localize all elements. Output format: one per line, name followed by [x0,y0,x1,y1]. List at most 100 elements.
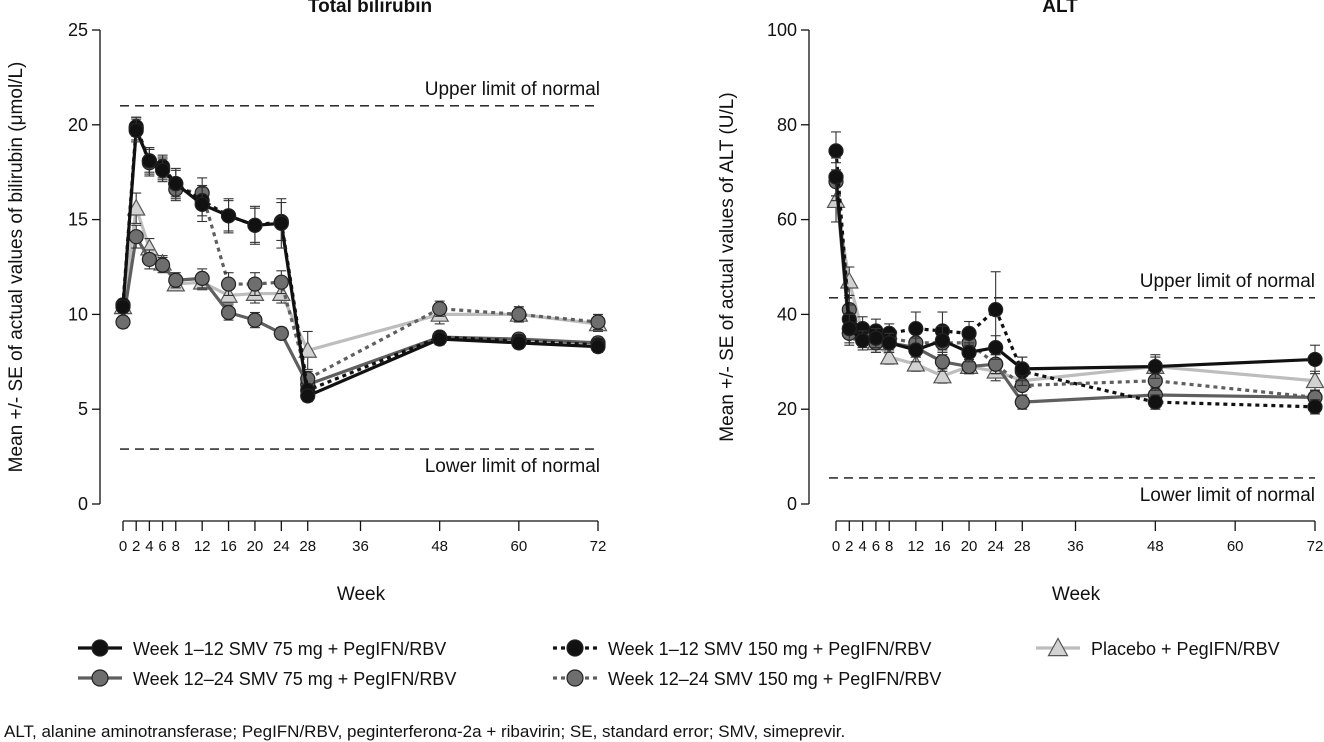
alt-point-w1224_75 [934,354,951,370]
alt-title: ALT [1042,0,1078,17]
legend-swatch-w112-75 [78,639,122,657]
bilirubin-x-tick-label: 8 [172,538,180,555]
bilirubin-point-w112_75 [154,162,171,178]
alt-x-tick-label: 4 [858,538,866,555]
alt-point-w112_75 [868,330,884,346]
legend-item-w112-150: Week 1–12 SMV 150 mg + PegIFN/RBV [553,639,931,659]
bilirubin-y-tick-label: 20 [68,115,88,135]
bilirubin-series-w1224-150 [115,116,606,387]
bilirubin-point-w1224_75 [154,257,171,273]
alt-point-w112_75 [934,332,951,349]
alt-point-placebo [1305,371,1324,389]
bilirubin-series-w112-75 [115,118,606,404]
alt-y-tick-label: 20 [777,399,797,419]
alt-x-axis-label: Week [1052,584,1101,605]
alt-y-axis-label: Mean +/- SE of actual values of ALT (U/L… [717,92,738,441]
legend-swatch-w1224-75 [78,669,122,687]
bilirubin-point-w1224_75 [128,229,144,245]
alt-point-w112_150 [1307,399,1323,415]
alt-x-tick-label: 16 [934,538,951,555]
alt-y-tick-label: 100 [767,20,797,40]
bilirubin-point-w112_75 [432,331,448,347]
alt-y-tick-label: 60 [777,210,797,230]
bilirubin-x-tick-label: 12 [194,538,211,555]
bilirubin-point-w112_75 [115,299,131,315]
bilirubin-x-tick-label: 16 [220,538,237,555]
bilirubin-x-tick-label: 4 [145,538,153,555]
bilirubin-point-w1224_150 [220,276,237,292]
bilirubin-point-w112_75 [220,208,237,224]
legend-swatch-w112-150 [553,639,597,657]
alt-lower-limit-label: Lower limit of normal [1140,485,1315,506]
legend-label-w1224-75: Week 12–24 SMV 75 mg + PegIFN/RBV [133,669,456,689]
alt-point-w112_150 [988,302,1004,318]
bilirubin-upper-limit-label: Upper limit of normal [425,79,600,100]
bilirubin-panel: Total bilirubin Mean +/- SE of actual va… [6,0,608,605]
legend-marker [91,639,109,657]
legend: Week 1–12 SMV 75 mg + PegIFN/RBV Week 1–… [78,637,1280,689]
alt-upper-limit-label: Upper limit of normal [1140,271,1315,292]
bilirubin-line-w112_75 [121,128,599,398]
bilirubin-y-axis-label: Mean +/- SE of actual values of bilirubi… [6,62,27,473]
alt-point-w112_150 [908,321,924,337]
alt-point-placebo [906,354,926,372]
bilirubin-point-w1224_75 [115,314,131,330]
bilirubin-point-w1224_150 [247,276,263,292]
bilirubin-lower-limit-label: Lower limit of normal [425,456,600,477]
bilirubin-point-w112_75 [273,215,289,231]
alt-x-tick-label: 60 [1227,538,1244,555]
alt-y-tick-label: 80 [777,115,797,135]
legend-marker [1047,637,1069,657]
bilirubin-y-tick-label: 25 [68,20,88,40]
alt-point-w112_75 [961,344,977,360]
alt-series-w112-75 [828,157,1323,382]
legend-label-placebo: Placebo + PegIFN/RBV [1091,639,1280,659]
bilirubin-x-tick-label: 2 [132,538,140,555]
legend-label-w112-150: Week 1–12 SMV 150 mg + PegIFN/RBV [608,639,931,659]
alt-point-w112_150 [1147,394,1163,410]
alt-x-tick-label: 0 [832,538,840,555]
alt-line-w112_150 [834,150,1316,409]
legend-label-w1224-150: Week 12–24 SMV 150 mg + PegIFN/RBV [608,669,941,689]
legend-item-placebo: Placebo + PegIFN/RBV [1036,637,1280,659]
alt-x-tick-label: 12 [907,538,924,555]
bilirubin-series-w1224-75 [115,224,606,393]
bilirubin-y-tick-label: 10 [68,304,88,324]
bilirubin-point-w112_75 [590,339,606,355]
legend-item-w1224-150: Week 12–24 SMV 150 mg + PegIFN/RBV [553,669,941,689]
bilirubin-point-w1224_150 [590,314,606,330]
bilirubin-point-w112_75 [194,196,210,213]
alt-x-tick-label: 48 [1147,538,1164,555]
bilirubin-x-tick-label: 72 [590,538,607,555]
bilirubin-point-w112_75 [168,175,184,192]
bilirubin-title: Total bilirubin [308,0,432,17]
alt-point-w112_75 [881,335,897,351]
alt-x-tick-label: 28 [1014,538,1031,555]
legend-label-w112-75: Week 1–12 SMV 75 mg + PegIFN/RBV [133,639,446,659]
alt-point-w112_75 [841,321,857,337]
bilirubin-point-w1224_75 [194,270,210,286]
alt-point-w112_75 [828,169,844,185]
bilirubin-x-tick-label: 28 [299,538,316,555]
alt-point-placebo [879,347,899,365]
bilirubin-x-tick-label: 36 [352,538,369,555]
bilirubin-point-w112_75 [128,122,144,139]
bilirubin-point-w112_75 [247,217,263,233]
footnote: ALT, alanine aminotransferase; PegIFN/RB… [4,722,845,741]
bilirubin-x-tick-label: 6 [158,538,166,555]
bilirubin-point-w1224_75 [273,325,289,341]
bilirubin-point-w1224_150 [511,306,527,322]
alt-x-tick-label: 2 [845,538,853,555]
legend-item-w112-75: Week 1–12 SMV 75 mg + PegIFN/RBV [78,639,446,659]
alt-point-w1224_75 [1014,394,1030,410]
bilirubin-y-tick-label: 0 [78,494,88,514]
alt-x-tick-label: 36 [1067,538,1084,555]
alt-y-tick-label: 0 [787,494,797,514]
bilirubin-series-w112-150 [115,116,606,398]
alt-x-tick-label: 20 [961,538,978,555]
bilirubin-point-w1224_75 [220,304,237,321]
alt-point-w112_150 [828,143,844,159]
alt-x-tick-label: 72 [1307,538,1324,555]
bilirubin-x-axis-label: Week [337,584,386,605]
